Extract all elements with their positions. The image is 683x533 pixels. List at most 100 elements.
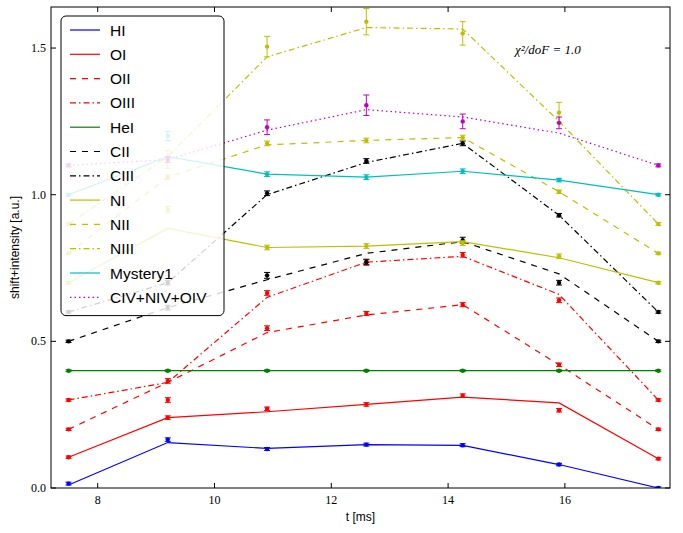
error-bar xyxy=(264,141,270,146)
data-point xyxy=(460,119,464,123)
error-bar xyxy=(460,114,466,129)
data-point xyxy=(265,368,269,372)
error-bar xyxy=(363,403,369,407)
error-bar xyxy=(165,379,171,384)
error-bar xyxy=(165,438,171,442)
y-tick-label: 1.5 xyxy=(31,41,46,55)
y-tick-right xyxy=(665,48,670,49)
y-tick-right xyxy=(665,488,670,489)
legend-swatch xyxy=(70,200,100,201)
data-point xyxy=(557,178,561,182)
error-bar xyxy=(363,260,369,265)
legend-label: CII xyxy=(110,143,130,160)
error-bar xyxy=(363,443,369,446)
error-bar xyxy=(655,223,661,226)
error-bar xyxy=(556,280,562,285)
data-point xyxy=(656,339,660,343)
error-bar xyxy=(264,245,270,250)
error-bar xyxy=(460,394,466,398)
x-tick xyxy=(331,483,332,488)
x-tick-top xyxy=(97,7,98,12)
data-point xyxy=(66,339,70,343)
data-point xyxy=(557,254,561,258)
error-bar xyxy=(556,213,562,217)
legend-swatch xyxy=(70,54,100,55)
data-point xyxy=(460,443,464,447)
data-point xyxy=(265,447,269,451)
data-point xyxy=(460,135,464,139)
legend-swatch xyxy=(70,78,100,79)
data-point xyxy=(265,291,269,295)
data-point xyxy=(364,260,368,264)
error-bar xyxy=(363,138,369,143)
legend-swatch xyxy=(70,151,100,152)
data-point xyxy=(656,368,660,372)
error-bar xyxy=(165,398,171,403)
legend-swatch xyxy=(70,297,100,298)
error-bar xyxy=(264,407,270,411)
data-point xyxy=(166,379,170,383)
data-point xyxy=(265,245,269,249)
x-tick xyxy=(564,483,565,488)
error-bar xyxy=(165,416,171,420)
data-point xyxy=(557,298,561,302)
error-bar xyxy=(363,259,369,265)
data-point xyxy=(460,241,464,245)
error-bar xyxy=(363,95,369,116)
data-point xyxy=(557,110,561,114)
error-bar xyxy=(264,120,270,135)
data-point xyxy=(265,407,269,411)
error-bar xyxy=(363,175,369,180)
x-tick-label: 16 xyxy=(559,493,571,507)
error-bar xyxy=(556,190,562,194)
data-point xyxy=(557,213,561,217)
legend-swatch xyxy=(70,102,100,103)
legend-swatch xyxy=(70,248,100,249)
x-tick xyxy=(97,483,98,488)
error-bar xyxy=(363,159,369,164)
legend-swatch xyxy=(70,127,100,128)
data-point xyxy=(364,244,368,248)
model-line xyxy=(69,397,659,459)
x-tick-label: 12 xyxy=(325,493,337,507)
data-point xyxy=(656,427,660,431)
y-tick-right xyxy=(665,341,670,342)
y-tick xyxy=(51,48,56,49)
error-bar xyxy=(460,169,466,174)
data-point xyxy=(265,44,269,48)
data-point xyxy=(656,193,660,197)
data-point xyxy=(364,19,368,23)
data-point xyxy=(66,368,70,372)
legend-label: NI xyxy=(110,192,126,209)
legend-swatch xyxy=(70,29,100,30)
legend-swatch xyxy=(70,224,100,225)
chart: 8101214160.00.51.01.5t [ms]shift+intensi… xyxy=(0,0,683,533)
annotation: χ²/doF = 1.0 xyxy=(513,42,581,57)
data-point xyxy=(460,368,464,372)
error-bar xyxy=(264,326,270,331)
error-bar xyxy=(460,22,466,45)
error-bar xyxy=(556,117,562,129)
data-point xyxy=(265,326,269,330)
data-point xyxy=(656,163,660,167)
data-point xyxy=(265,191,269,195)
x-tick-label: 14 xyxy=(442,493,454,507)
legend-frame xyxy=(61,16,224,316)
x-tick-top xyxy=(448,7,449,12)
y-tick-label: 0.5 xyxy=(31,334,46,348)
error-bar xyxy=(264,272,270,278)
data-point xyxy=(166,415,170,419)
data-point xyxy=(460,169,464,173)
data-point xyxy=(265,141,269,145)
x-tick-label: 8 xyxy=(95,493,101,507)
x-tick-top xyxy=(214,7,215,12)
error-bar xyxy=(556,298,562,303)
data-point xyxy=(66,455,70,459)
data-point xyxy=(364,159,368,163)
data-point xyxy=(364,260,368,264)
data-point xyxy=(460,253,464,257)
error-bar xyxy=(655,164,661,167)
data-point xyxy=(364,402,368,406)
model-line xyxy=(69,443,659,488)
error-bar xyxy=(264,191,270,196)
